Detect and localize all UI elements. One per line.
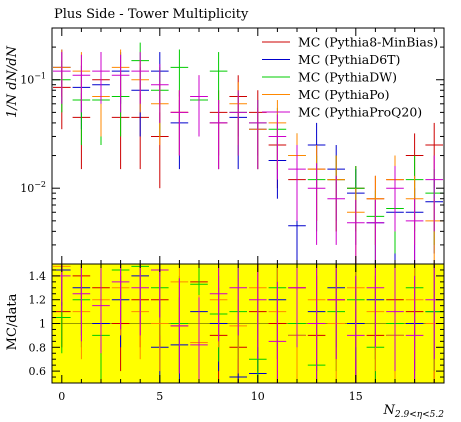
- legend-label: MC (Pythia8-MinBias): [298, 35, 438, 50]
- main-y-tick-label: 10−2: [20, 180, 46, 195]
- ratio-y-axis-label: MC/data: [5, 293, 20, 350]
- legend-label: MC (PythiaD6T): [298, 52, 400, 67]
- chart-title: Plus Side - Tower Multiplicity: [54, 7, 249, 22]
- main-y-tick-label-exponent: −1: [34, 72, 46, 81]
- legend-label: MC (PythiaProQ20): [298, 105, 422, 120]
- ratio-y-tick-label: 0.8: [29, 341, 47, 354]
- ratio-y-tick-label: 1: [39, 318, 46, 331]
- x-axis: 0 5 10 15: [58, 264, 435, 403]
- legend-label: MC (PythiaDW): [298, 70, 397, 85]
- main-series-5: [53, 52, 443, 264]
- main-y-tick-label-base: 10: [20, 74, 34, 87]
- x-axis-label: N2.9<η<5.2: [383, 403, 445, 420]
- main-y-axis: 10−210−1: [20, 28, 444, 265]
- main-y-tick-label-exponent: −2: [34, 180, 46, 189]
- ratio-series-5: [53, 264, 443, 383]
- ratio-y-tick-label: 0.6: [29, 365, 47, 378]
- x-tick-label: 15: [349, 390, 363, 403]
- ratio-series-layer: [53, 264, 443, 383]
- main-y-tick-label-base: 10: [20, 182, 34, 195]
- ratio-y-tick-label: 1.4: [29, 270, 47, 283]
- ratio-y-tick-label: 1.2: [29, 294, 47, 307]
- main-panel: Plus Side - Tower Multiplicity 10−210−1 …: [5, 7, 445, 265]
- x-tick-label: 0: [58, 390, 65, 403]
- main-y-tick-label: 10−1: [20, 72, 46, 87]
- x-tick-label: 5: [156, 390, 163, 403]
- ratio-y-axis: 0.6 0.8 1 1.2 1.4: [29, 263, 444, 384]
- x-axis-label-subscript: 2.9<η<5.2: [394, 410, 444, 420]
- legend: MC (Pythia8-MinBias) MC (PythiaD6T) MC (Py…: [262, 35, 438, 120]
- legend-label: MC (PythiaPo): [298, 87, 390, 102]
- main-series-layer: [53, 42, 443, 264]
- ratio-panel: 0.6 0.8 1 1.2 1.4 0 5 10 15 MC/data N2.9<η<5.2: [5, 263, 445, 420]
- x-axis-label-main: N: [383, 403, 396, 418]
- x-tick-label: 10: [251, 390, 265, 403]
- main-y-axis-label: 1/N dN/dN: [5, 45, 20, 118]
